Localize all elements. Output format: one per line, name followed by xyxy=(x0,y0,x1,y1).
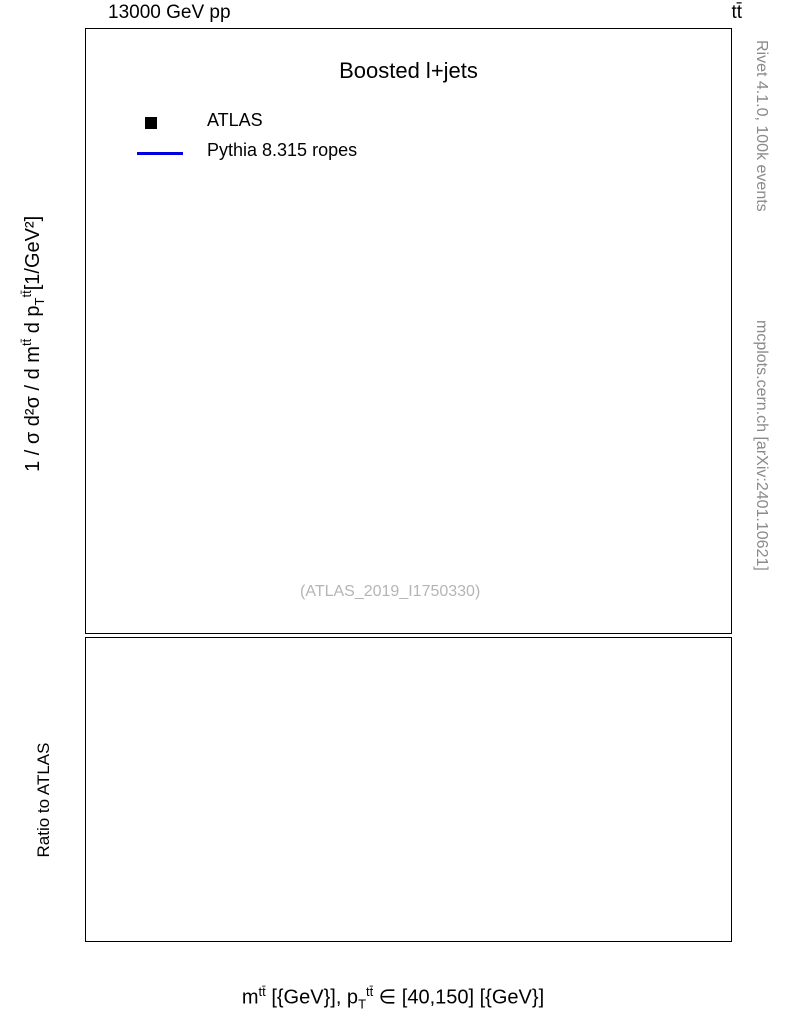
process-label: tt̄ xyxy=(731,2,742,23)
analysis-watermark: (ATLAS_2019_I1750330) xyxy=(300,583,481,600)
generator-info-text: Rivet 4.1.0, 100k events xyxy=(753,40,770,212)
square-marker-icon xyxy=(145,117,157,129)
plot-title: Boosted l+jets xyxy=(339,58,478,83)
y-axis-title: 1 / σ d²σ / d mtt̄ d pTtt̄[1/GeV²] xyxy=(19,64,47,624)
beam-energy-label: 13000 GeV pp xyxy=(108,2,231,23)
x-axis-title-units: [{GeV}], p xyxy=(265,986,359,1009)
x-axis-title-range: ∈ [40,150] [{GeV}] xyxy=(373,986,545,1009)
x-axis-title-p-sub: T xyxy=(358,996,367,1012)
y-axis-title-sub: T xyxy=(31,297,47,306)
source-info-text: mcplots.cern.ch [arXiv:2401.10621] xyxy=(753,320,770,571)
y-axis-title-sup2: tt̄ xyxy=(19,290,35,298)
y-axis-title-end: [1/GeV²] xyxy=(21,215,44,291)
ratio-plot-frame xyxy=(85,637,732,942)
x-axis-title-m-sup: tt̄ xyxy=(258,984,266,999)
main-plot-frame xyxy=(85,28,732,634)
line-swatch-icon xyxy=(137,152,183,155)
ratio-y-axis-title: Ratio to ATLAS xyxy=(34,742,53,858)
x-axis-title: mtt̄ [{GeV}], pTtt̄ ∈ [40,150] [{GeV}] xyxy=(0,984,786,1012)
y-axis-title-sup1: tt̄ xyxy=(19,338,35,347)
legend-label-atlas: ATLAS xyxy=(207,110,263,130)
x-axis-title-m: m xyxy=(241,986,259,1009)
y-axis-title-mid: d p xyxy=(21,305,44,339)
legend-label-pythia: Pythia 8.315 ropes xyxy=(207,140,358,160)
x-axis-title-p-sup: tt̄ xyxy=(366,984,374,999)
y-axis-title-part1: 1 / σ d²σ / d m xyxy=(21,346,44,472)
